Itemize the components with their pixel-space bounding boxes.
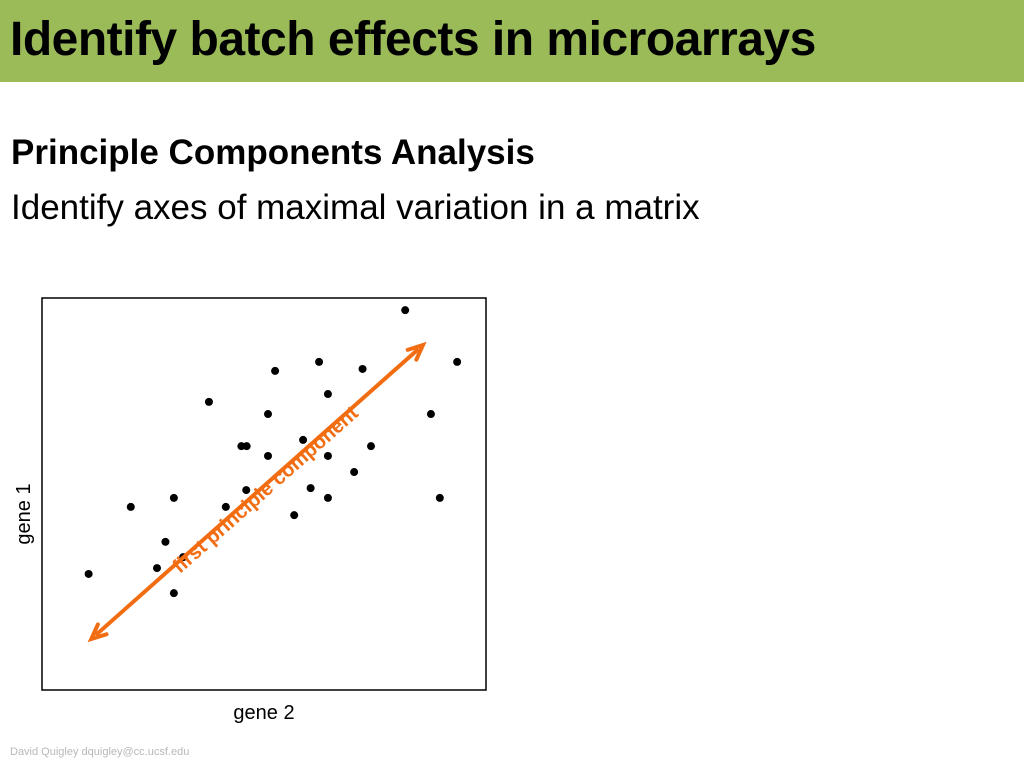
data-point [161, 537, 170, 546]
x-axis-label: gene 2 [233, 702, 294, 724]
data-point [263, 451, 272, 460]
plot-frame [41, 297, 487, 691]
arrow-shaft [94, 347, 420, 637]
footer-credit: David Quigley dquigley@cc.ucsf.edu [10, 746, 190, 758]
data-point [204, 397, 213, 406]
data-point [271, 366, 280, 375]
slide-subheading: Identify axes of maximal variation in a … [11, 188, 700, 227]
data-point [84, 569, 93, 578]
data-point [221, 502, 230, 511]
data-point [306, 484, 315, 493]
y-axis-label: gene 1 [13, 483, 35, 544]
arrow-head-start [87, 622, 109, 643]
data-point [299, 435, 308, 444]
data-point [323, 451, 332, 460]
data-point [435, 493, 444, 502]
data-point [323, 493, 332, 502]
slide-heading: Principle Components Analysis [11, 133, 535, 172]
pca-scatter-chart: first principle component gene 2 gene 1 [13, 297, 487, 724]
data-point [350, 468, 359, 477]
arrow-head-end [405, 341, 427, 362]
data-point [126, 502, 135, 511]
title-bar: Identify batch effects in microarrays [0, 0, 1024, 82]
data-point [152, 564, 161, 573]
principal-component-arrow [87, 341, 427, 643]
data-point [242, 486, 251, 495]
data-point [358, 364, 367, 373]
slide-title: Identify batch effects in microarrays [10, 13, 816, 66]
data-point [367, 442, 376, 451]
data-point [426, 410, 435, 419]
data-point [169, 493, 178, 502]
data-point [242, 442, 251, 451]
arrow-label: first principle component [169, 402, 363, 578]
data-point [263, 410, 272, 419]
data-point [323, 390, 332, 399]
data-point [315, 357, 324, 366]
data-point [169, 589, 178, 598]
data-point [453, 357, 462, 366]
points-layer [84, 306, 462, 598]
data-point [401, 306, 410, 315]
data-point [290, 511, 299, 520]
